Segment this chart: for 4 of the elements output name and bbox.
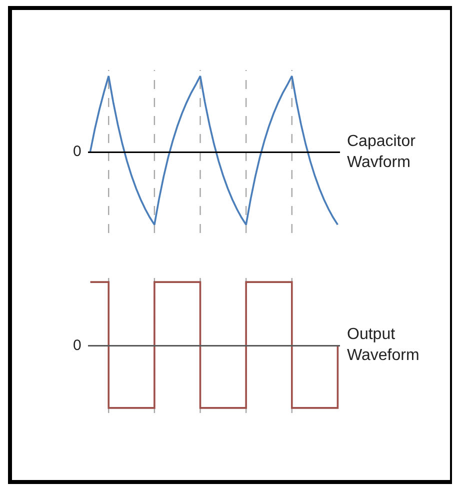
series-label: Output Waveform: [347, 326, 420, 364]
text: 0: [73, 143, 82, 160]
series-label: Capacitor Wavform: [347, 133, 416, 171]
text: 0: [73, 337, 82, 354]
